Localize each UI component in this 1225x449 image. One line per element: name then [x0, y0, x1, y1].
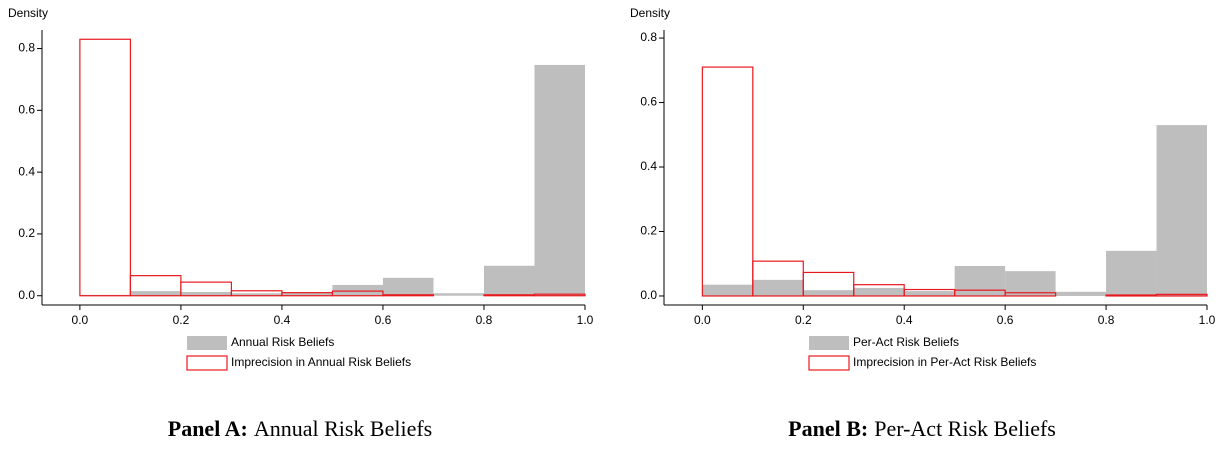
histogram-bar: [382, 294, 435, 297]
y-axis-label: Density: [630, 6, 670, 20]
legend-label: Per-Act Risk Beliefs: [853, 335, 959, 349]
histogram-bar: [130, 291, 181, 296]
x-tick-label: 0.2: [795, 313, 812, 327]
histogram-bar: [1106, 250, 1157, 296]
legend-swatch: [186, 355, 228, 371]
histogram-bar: [904, 291, 955, 296]
y-tick-label: 0.6: [18, 103, 35, 117]
histogram-bar: [752, 279, 804, 296]
x-tick-label: 0.6: [997, 313, 1014, 327]
histogram-bar: [331, 290, 384, 297]
histogram-bar: [954, 265, 1006, 296]
histogram-bar: [702, 284, 753, 296]
x-tick-label: 0.0: [694, 313, 711, 327]
x-tick-label: 1.0: [1199, 313, 1216, 327]
histogram-bar: [433, 293, 484, 296]
histogram-bar: [281, 292, 333, 296]
histogram-bar: [231, 293, 282, 296]
x-tick-label: 0.6: [375, 313, 392, 327]
legend-swatch: [187, 336, 227, 350]
y-tick-label: 0.2: [18, 226, 35, 240]
histogram-bar: [180, 292, 232, 296]
y-tick-label: 0.2: [640, 224, 657, 238]
y-tick-label: 0.8: [640, 30, 657, 44]
y-tick-label: 0.0: [18, 288, 35, 302]
histogram-bar: [1005, 271, 1056, 296]
panel-label: Panel B:: [788, 416, 868, 441]
panel: Density 0.0 0.2 0.4 0.6 0.8 0.0 0.2 0.4 0.6 0.8 1.0…: [630, 6, 1216, 441]
y-tick-label: 0.0: [640, 288, 657, 302]
x-tick-label: 0.8: [1098, 313, 1115, 327]
legend-label: Imprecision in Annual Risk Beliefs: [231, 355, 411, 369]
y-axis-label: Density: [8, 6, 48, 20]
legend-swatch: [808, 355, 850, 371]
histogram-bar: [701, 66, 754, 297]
y-tick-label: 0.4: [640, 159, 657, 173]
panel: Density 0.0 0.2 0.4 0.6 0.8 0.0 0.2 0.4 0.6 0.8 1.0…: [8, 6, 594, 441]
panel-label: Panel A:: [168, 416, 248, 441]
panel-caption: Panel B: Per-Act Risk Beliefs: [788, 416, 1056, 441]
y-tick-label: 0.4: [18, 164, 35, 178]
histogram-bar: [1055, 291, 1107, 296]
panel-title: Annual Risk Beliefs: [254, 416, 432, 441]
panel-title: Per-Act Risk Beliefs: [874, 416, 1056, 441]
histogram-bar: [79, 38, 131, 297]
histogram-bar: [803, 290, 854, 296]
histogram-bar: [483, 294, 536, 297]
histogram-bar: [853, 287, 905, 296]
x-tick-label: 1.0: [577, 313, 594, 327]
x-tick-label: 0.8: [476, 313, 493, 327]
histogram-bar: [533, 293, 586, 297]
legend-label: Imprecision in Per-Act Risk Beliefs: [853, 355, 1036, 369]
histogram-bar: [1004, 292, 1057, 297]
x-tick-label: 0.4: [896, 313, 913, 327]
histogram-bar: [1156, 125, 1207, 296]
x-tick-label: 0.0: [72, 313, 89, 327]
x-tick-label: 0.4: [274, 313, 291, 327]
legend-label: Annual Risk Beliefs: [231, 335, 334, 349]
histogram-bar: [332, 284, 383, 296]
x-tick-label: 0.2: [173, 313, 190, 327]
panel-caption: Panel A: Annual Risk Beliefs: [168, 416, 433, 441]
y-tick-label: 0.8: [18, 41, 35, 55]
histogram-bar: [483, 265, 535, 296]
histogram-bar: [534, 64, 585, 296]
legend-swatch: [809, 336, 849, 350]
y-tick-label: 0.6: [640, 95, 657, 109]
histogram-bar: [1105, 294, 1158, 297]
histogram-bar: [180, 281, 233, 297]
histogram-bar: [1155, 293, 1208, 297]
histogram-bar: [382, 277, 434, 296]
